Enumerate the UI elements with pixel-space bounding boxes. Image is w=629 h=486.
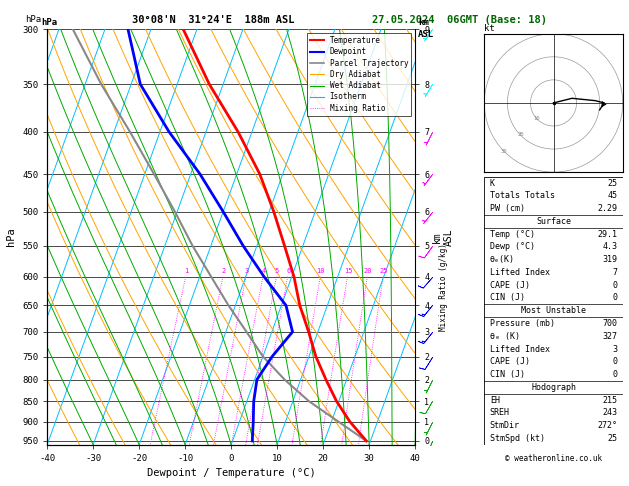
X-axis label: Dewpoint / Temperature (°C): Dewpoint / Temperature (°C) (147, 469, 316, 478)
Text: 4: 4 (261, 268, 265, 274)
Text: θₑ(K): θₑ(K) (490, 255, 515, 264)
Text: EH: EH (490, 396, 500, 404)
Text: θₑ (K): θₑ (K) (490, 332, 520, 341)
Text: 15: 15 (343, 268, 352, 274)
Text: 2: 2 (221, 268, 226, 274)
Text: SREH: SREH (490, 408, 510, 417)
Text: CIN (J): CIN (J) (490, 370, 525, 379)
Text: StmSpd (kt): StmSpd (kt) (490, 434, 545, 443)
Text: 0: 0 (612, 357, 617, 366)
Text: Lifted Index: Lifted Index (490, 268, 550, 277)
Text: 30: 30 (501, 149, 507, 154)
Text: StmDir: StmDir (490, 421, 520, 430)
Text: 3: 3 (245, 268, 248, 274)
Text: 1: 1 (184, 268, 189, 274)
Text: Mixing Ratio (g/kg): Mixing Ratio (g/kg) (439, 243, 448, 331)
Text: 10: 10 (316, 268, 325, 274)
Text: 215: 215 (602, 396, 617, 404)
Text: Totals Totals: Totals Totals (490, 191, 555, 200)
Text: Lifted Index: Lifted Index (490, 345, 550, 353)
Text: 3: 3 (612, 345, 617, 353)
Text: hPa: hPa (25, 15, 41, 24)
Text: 10: 10 (533, 116, 540, 121)
Text: 0: 0 (612, 281, 617, 290)
Text: 243: 243 (602, 408, 617, 417)
Legend: Temperature, Dewpoint, Parcel Trajectory, Dry Adiabat, Wet Adiabat, Isotherm, Mi: Temperature, Dewpoint, Parcel Trajectory… (307, 33, 411, 116)
Text: 30°08'N  31°24'E  188m ASL: 30°08'N 31°24'E 188m ASL (131, 15, 294, 25)
Text: 6: 6 (286, 268, 291, 274)
Text: Dewp (°C): Dewp (°C) (490, 243, 535, 251)
Text: hPa: hPa (41, 17, 57, 27)
Text: 272°: 272° (597, 421, 617, 430)
Text: CAPE (J): CAPE (J) (490, 281, 530, 290)
Y-axis label: hPa: hPa (6, 227, 16, 246)
Text: Temp (°C): Temp (°C) (490, 230, 535, 239)
Text: 7: 7 (612, 268, 617, 277)
Text: Surface: Surface (536, 217, 571, 226)
Text: PW (cm): PW (cm) (490, 204, 525, 213)
Y-axis label: km
ASL: km ASL (432, 228, 454, 246)
Text: 327: 327 (602, 332, 617, 341)
Text: 319: 319 (602, 255, 617, 264)
Text: 20: 20 (364, 268, 372, 274)
Text: ASL: ASL (418, 30, 435, 39)
Text: 0: 0 (612, 294, 617, 302)
Text: kt: kt (484, 24, 495, 33)
Text: Hodograph: Hodograph (531, 383, 576, 392)
Text: 29.1: 29.1 (597, 230, 617, 239)
Text: 0: 0 (612, 370, 617, 379)
Text: K: K (490, 178, 495, 188)
Text: 25: 25 (607, 178, 617, 188)
Text: 4.3: 4.3 (602, 243, 617, 251)
Text: Pressure (mb): Pressure (mb) (490, 319, 555, 328)
Text: Most Unstable: Most Unstable (521, 306, 586, 315)
Text: CIN (J): CIN (J) (490, 294, 525, 302)
Text: CAPE (J): CAPE (J) (490, 357, 530, 366)
Text: 2.29: 2.29 (597, 204, 617, 213)
Text: km: km (418, 17, 429, 27)
Text: © weatheronline.co.uk: © weatheronline.co.uk (505, 454, 602, 464)
Text: 27.05.2024  06GMT (Base: 18): 27.05.2024 06GMT (Base: 18) (372, 15, 547, 25)
Text: 5: 5 (275, 268, 279, 274)
Text: 25: 25 (379, 268, 388, 274)
Text: 45: 45 (607, 191, 617, 200)
Text: 700: 700 (602, 319, 617, 328)
Text: 20: 20 (517, 132, 523, 137)
Text: 25: 25 (607, 434, 617, 443)
